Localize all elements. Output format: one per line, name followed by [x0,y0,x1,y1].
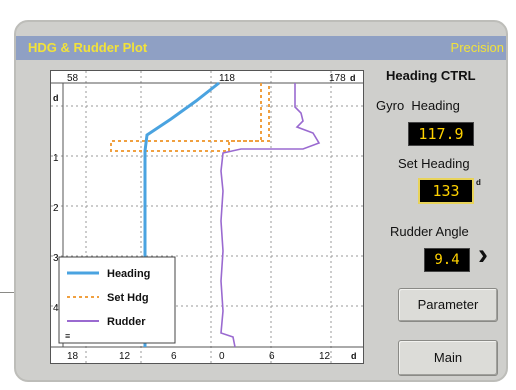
chevron-right-icon[interactable]: › [478,238,488,271]
panel-title: Heading CTRL [386,68,476,83]
bottom-unit-mark: d [351,351,357,361]
hdg-rudder-plot: 58 118 178 d d 1 2 3 4 18 12 6 0 6 12 d … [50,70,364,364]
heading-control-panel: Heading CTRL Gyro Heading 117.9 Set Head… [368,62,506,380]
page-title: HDG & Rudder Plot [28,40,148,55]
main-button[interactable]: Main [398,340,498,376]
gyro-heading-label: Gyro Heading [376,98,460,113]
top-unit-mark: d [350,73,356,83]
top-tick-label: 118 [219,73,235,84]
set-hdg-line [110,83,270,152]
bottom-tick-label: 12 [119,351,131,362]
left-tick-label: 2 [53,203,59,214]
legend-set-hdg-label: Set Hdg [107,292,149,304]
bottom-tick-label: 18 [67,351,79,362]
bottom-tick-label: 6 [269,351,275,362]
bottom-tick-label: 12 [319,351,331,362]
rudder-angle-value: 9.4 [424,248,470,272]
plot-legend: Heading Set Hdg Rudder ≡ [58,256,176,344]
screen-frame: HDG & Rudder Plot Precision [14,20,508,382]
plot-canvas: 58 118 178 d d 1 2 3 4 18 12 6 0 6 12 d … [51,71,363,363]
top-tick-label: 58 [67,73,79,84]
left-unit-mark: d [53,93,59,103]
left-tick-label: 4 [53,303,59,314]
legend-rudder-label: Rudder [107,316,146,328]
mode-label: Precision [450,40,504,55]
rudder-line [220,83,321,348]
callout-line [0,292,22,293]
legend-box [58,256,176,344]
gyro-heading-value: 117.9 [408,122,474,146]
bottom-tick-label: 6 [171,351,177,362]
set-heading-unit: d [476,178,481,187]
parameter-button[interactable]: Parameter [398,288,498,322]
left-tick-label: 3 [53,253,59,264]
rudder-angle-label: Rudder Angle [390,224,469,239]
left-tick-label: 1 [53,153,59,164]
legend-heading-label: Heading [107,268,150,280]
bottom-tick-label: 0 [219,351,225,362]
set-heading-value[interactable]: 133 [418,178,474,204]
top-tick-label: 178 [329,73,346,84]
heading-line [143,81,220,347]
title-bar: HDG & Rudder Plot Precision [16,36,506,60]
legend-toggle-icon[interactable]: ≡ [65,331,70,341]
set-heading-label: Set Heading [398,156,470,171]
